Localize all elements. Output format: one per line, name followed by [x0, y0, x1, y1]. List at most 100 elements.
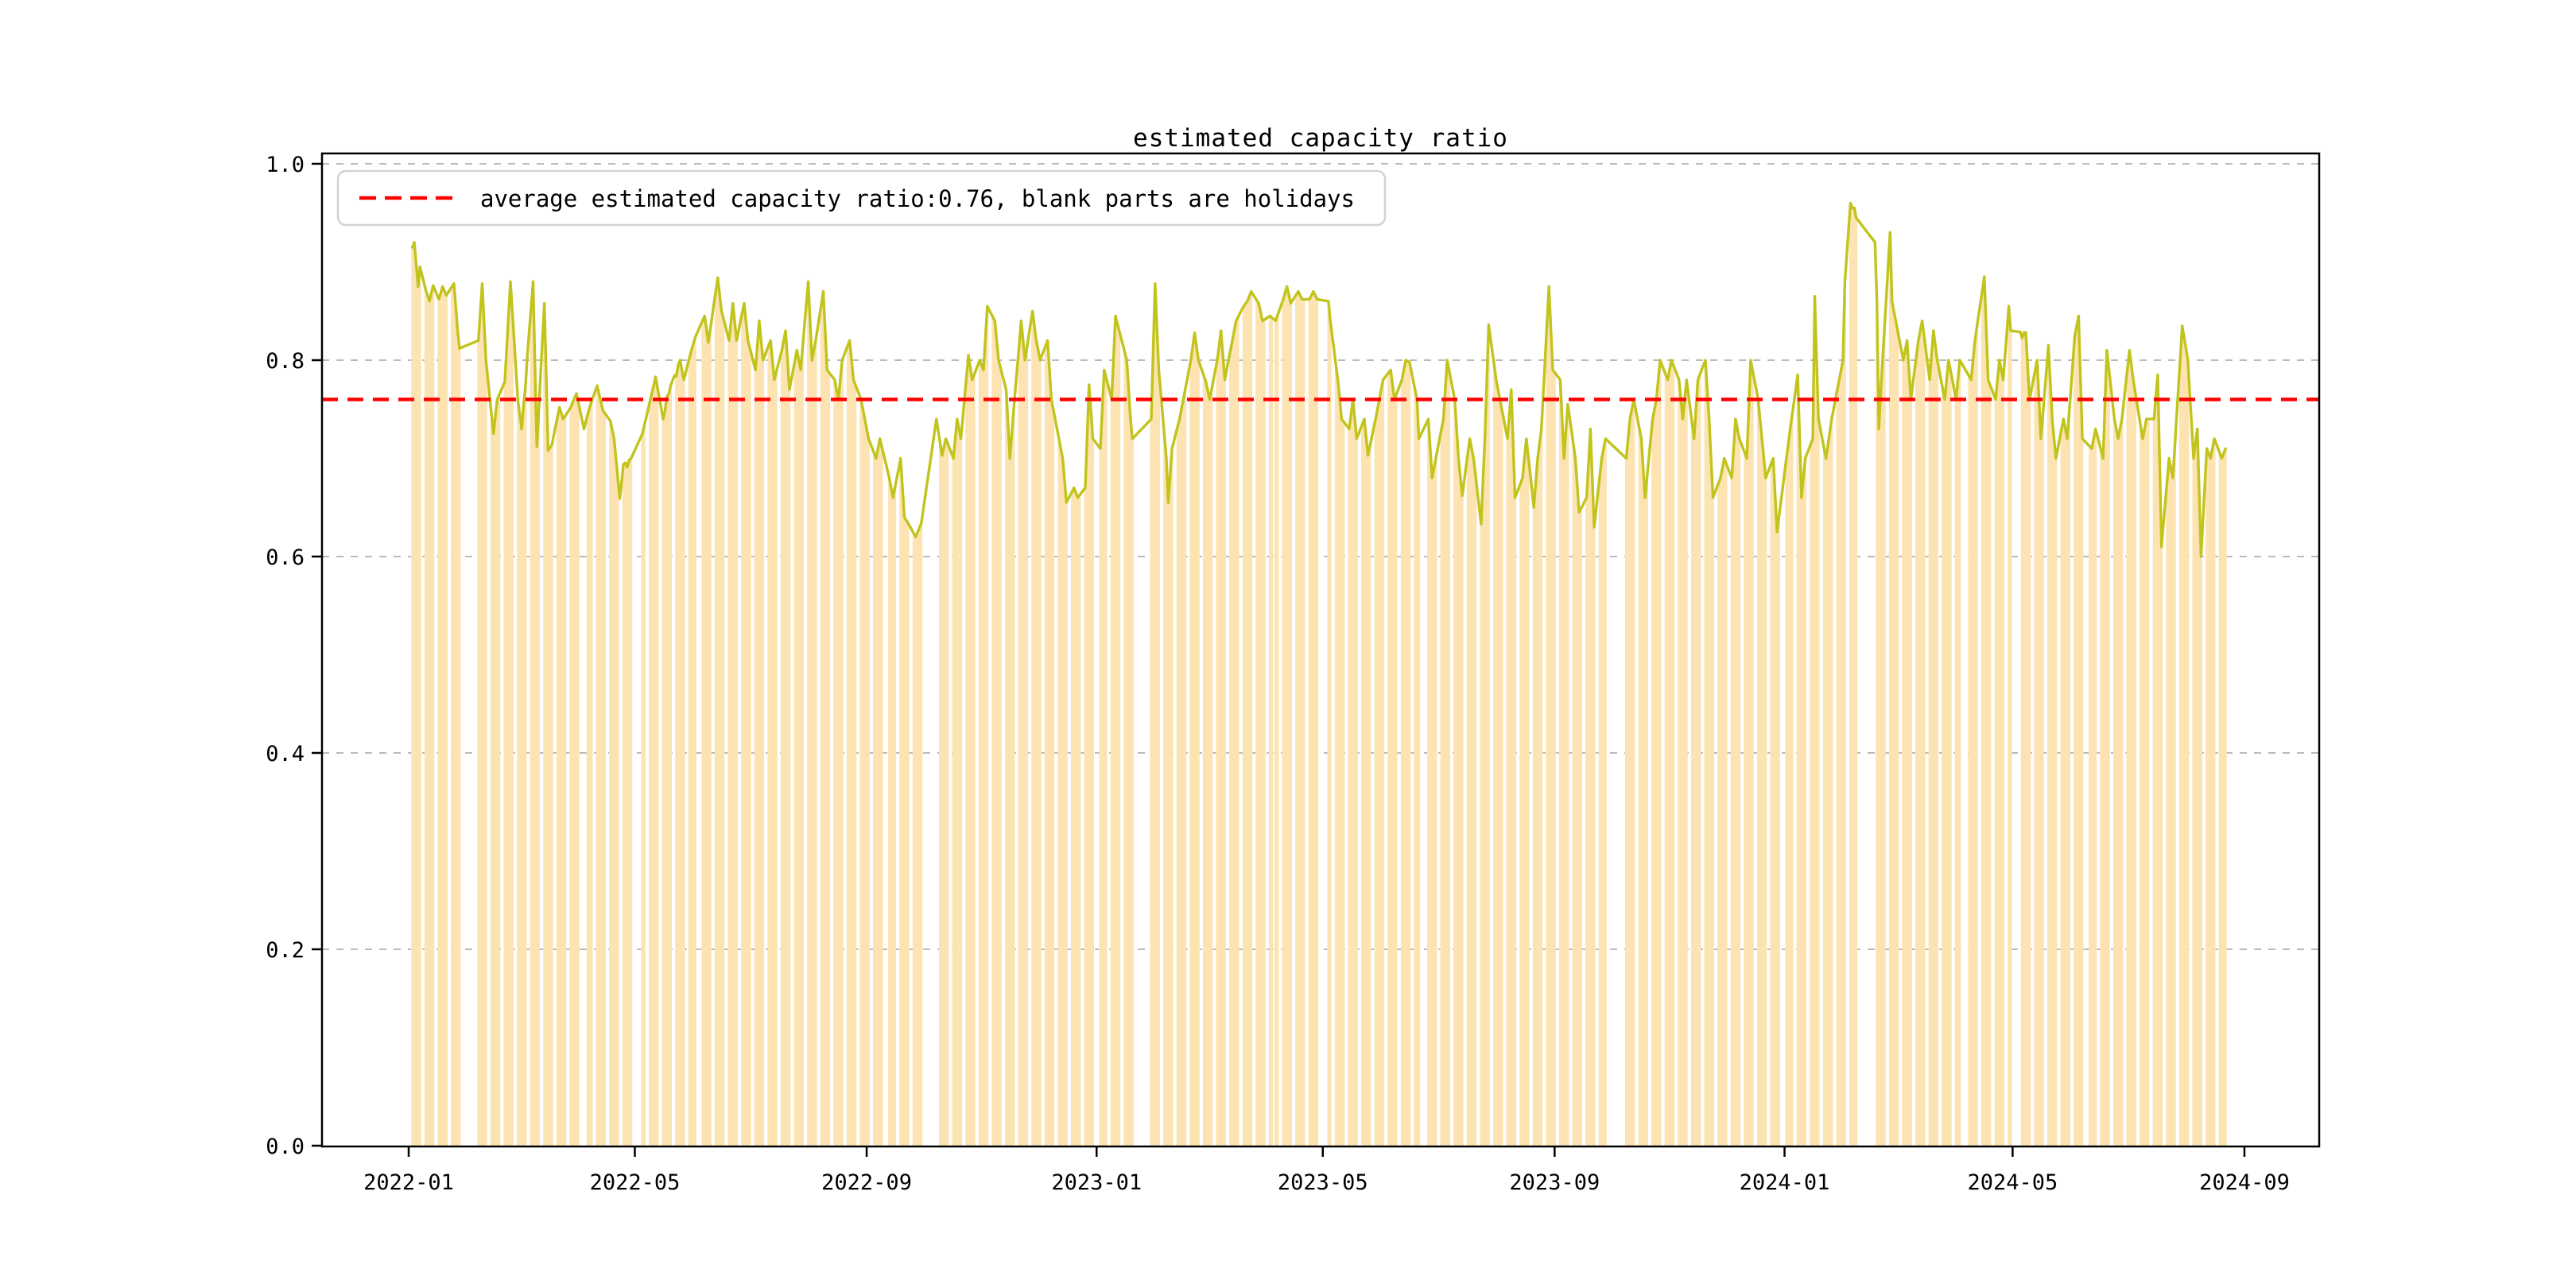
workday-fill-run [965, 355, 976, 1146]
workday-fill-run [1327, 301, 1332, 1146]
axis-ticks-and-labels: 0.0 0.2 0.4 0.6 0.8 1.0 2022-01 2022-05 2022-09 2… [266, 153, 2290, 1195]
workday-fill-run [1651, 360, 1662, 1146]
workday-fill-run [1558, 379, 1569, 1146]
workday-fill-run [1585, 429, 1596, 1146]
workday-fill-run [688, 337, 696, 1146]
workday-fill-run [437, 286, 448, 1146]
workday-fill-run [1994, 360, 2004, 1146]
workday-fill-run [586, 402, 593, 1146]
x-tick-label: 2023-05 [1278, 1170, 1368, 1195]
workday-fill-run [1334, 365, 1345, 1146]
workday-fill-run [1348, 399, 1358, 1146]
workday-fill-run [780, 331, 791, 1146]
workday-fill-run [991, 317, 1002, 1146]
workday-fill-run [1704, 360, 1714, 1146]
x-tick-label: 2023-09 [1509, 1170, 1600, 1195]
workday-fill-run [1492, 366, 1503, 1146]
workday-fill-run [2192, 429, 2202, 1146]
x-tick-label: 2022-09 [821, 1170, 912, 1195]
y-tick-label: 0.4 [266, 742, 305, 766]
workday-fill-run [1888, 232, 1899, 1146]
workday-fill-run [1453, 399, 1464, 1146]
plot-border-rect [320, 152, 2321, 1148]
x-tick-label: 2022-01 [363, 1170, 454, 1195]
workday-fill-run [1282, 286, 1292, 1146]
workday-fill-run [1915, 320, 1926, 1146]
workday-fill-run [1928, 331, 1939, 1146]
workday-fill-run [807, 281, 817, 1146]
workday-fill-run [1229, 317, 1240, 1146]
workday-fill-run [1980, 277, 1992, 1146]
workday-fill-run [1902, 340, 1912, 1146]
workday-fill-run [873, 438, 883, 1146]
workday-fill-run [727, 303, 738, 1146]
workday-fill-run [1414, 390, 1421, 1146]
workday-fill-run [1942, 360, 1952, 1146]
plot-border [320, 152, 2321, 1148]
workday-fill-run [609, 421, 619, 1146]
legend-box [336, 169, 1387, 227]
workday-fill-run [1572, 444, 1582, 1146]
workday-fill-run [1374, 379, 1385, 1146]
workday-fill-run [1519, 438, 1530, 1146]
workday-fill-run [1849, 203, 1858, 1146]
workday-fill-run [939, 438, 949, 1146]
workday-fill-run [1163, 436, 1174, 1146]
workday-fill-run [2089, 429, 2097, 1146]
workday-fill-run [833, 360, 844, 1146]
gridlines [322, 163, 2319, 950]
workday-fill-run [411, 242, 421, 1146]
workday-fill-run [1242, 291, 1253, 1146]
workday-fill-run [846, 340, 857, 1146]
workday-fill-run [1031, 311, 1042, 1146]
y-tick-label: 0.2 [266, 938, 305, 963]
workday-fill-run [1744, 360, 1754, 1146]
workday-fill-run [2060, 413, 2070, 1146]
workday-fill-run [767, 340, 778, 1146]
y-tick-label: 0.6 [266, 545, 305, 570]
workday-fill-run [714, 277, 725, 1146]
workday-fill-run [1598, 438, 1607, 1146]
chart-title: estimated capacity ratio [1133, 124, 1508, 153]
workday-fill-run [675, 360, 685, 1146]
workday-fill-run [2100, 350, 2110, 1146]
workday-fill-run [1361, 419, 1371, 1146]
workday-fill-run [2218, 448, 2227, 1146]
workday-fill-run [477, 283, 487, 1146]
workday-fill-run [912, 523, 923, 1146]
workday-fill-run [556, 407, 567, 1146]
workday-fill-run [1176, 390, 1187, 1146]
workday-fill-run [1876, 301, 1886, 1146]
workday-fill-run [1810, 296, 1820, 1146]
workday-fill-run [2126, 350, 2136, 1146]
workday-fill-run [1756, 399, 1767, 1146]
workday-fill-run [1202, 376, 1213, 1146]
workday-fill-run [754, 320, 765, 1146]
workday-fill-run [596, 386, 607, 1146]
workday-fill-run [1057, 438, 1068, 1146]
capacity-ratio-line [411, 201, 2228, 558]
workday-fill-run [661, 386, 672, 1146]
workday-fill-run [517, 386, 527, 1146]
workday-fill-run [1822, 419, 1833, 1146]
workday-fill-run [1099, 370, 1108, 1146]
workday-fill-run [859, 399, 870, 1146]
workday-fill-run [1400, 360, 1411, 1146]
y-tick-label: 1.0 [266, 153, 305, 177]
workday-fill-run [1295, 291, 1305, 1146]
workday-fill-run [490, 394, 501, 1146]
workday-fill-run [1796, 374, 1807, 1146]
workday-fill-bars [411, 203, 2227, 1146]
workday-fill-run [1664, 360, 1675, 1146]
workday-fill-run [1770, 458, 1780, 1146]
workday-fill-run [1624, 399, 1635, 1146]
workday-fill-run [1427, 419, 1437, 1146]
workday-fill-run [1216, 331, 1226, 1146]
y-tick-label: 0.0 [266, 1135, 305, 1159]
workday-fill-run [424, 285, 435, 1146]
workday-fill-run [1785, 415, 1794, 1146]
workday-fill-run [1123, 352, 1134, 1146]
workday-fill-run [2046, 345, 2058, 1146]
